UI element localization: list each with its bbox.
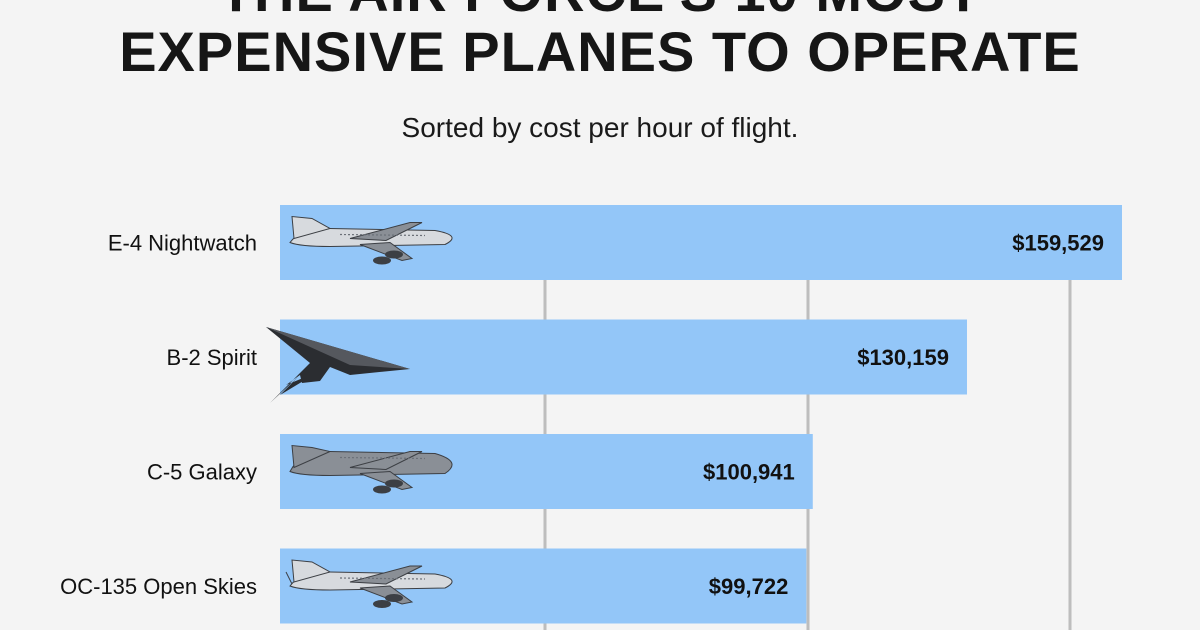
bar bbox=[280, 319, 967, 395]
bars: E-4 Nightwatch $159,529 B-2 Spirit $130,159… bbox=[60, 205, 1122, 624]
bar-group: C-5 Galaxy $100,941 bbox=[147, 434, 813, 509]
bar-group: OC-135 Open Skies $99,722 bbox=[60, 548, 807, 624]
chart-title-line-2: EXPENSIVE PLANES TO OPERATE bbox=[119, 20, 1081, 83]
bar-group: B-2 Spirit $130,159 bbox=[167, 319, 967, 403]
chart-title: THE AIR FORCE'S 10 MOST EXPENSIVE PLANES… bbox=[0, 0, 1200, 82]
chart-title-line-1: THE AIR FORCE'S 10 MOST bbox=[0, 0, 1200, 22]
e4-plane-icon bbox=[289, 215, 453, 265]
category-label: C-5 Galaxy bbox=[147, 460, 257, 485]
category-label: E-4 Nightwatch bbox=[108, 231, 257, 256]
chart-subtitle: Sorted by cost per hour of flight. bbox=[401, 112, 799, 143]
value-label: $159,529 bbox=[1012, 231, 1104, 256]
value-label: $100,941 bbox=[703, 460, 795, 485]
value-label: $99,722 bbox=[709, 574, 789, 599]
category-label: B-2 Spirit bbox=[167, 345, 257, 370]
category-label: OC-135 Open Skies bbox=[60, 574, 257, 599]
b2-plane-icon bbox=[266, 327, 410, 403]
c5-plane-icon bbox=[289, 444, 453, 494]
bar-group: E-4 Nightwatch $159,529 bbox=[108, 205, 1122, 280]
value-label: $130,159 bbox=[857, 345, 949, 370]
oc135-plane-icon bbox=[285, 559, 453, 608]
